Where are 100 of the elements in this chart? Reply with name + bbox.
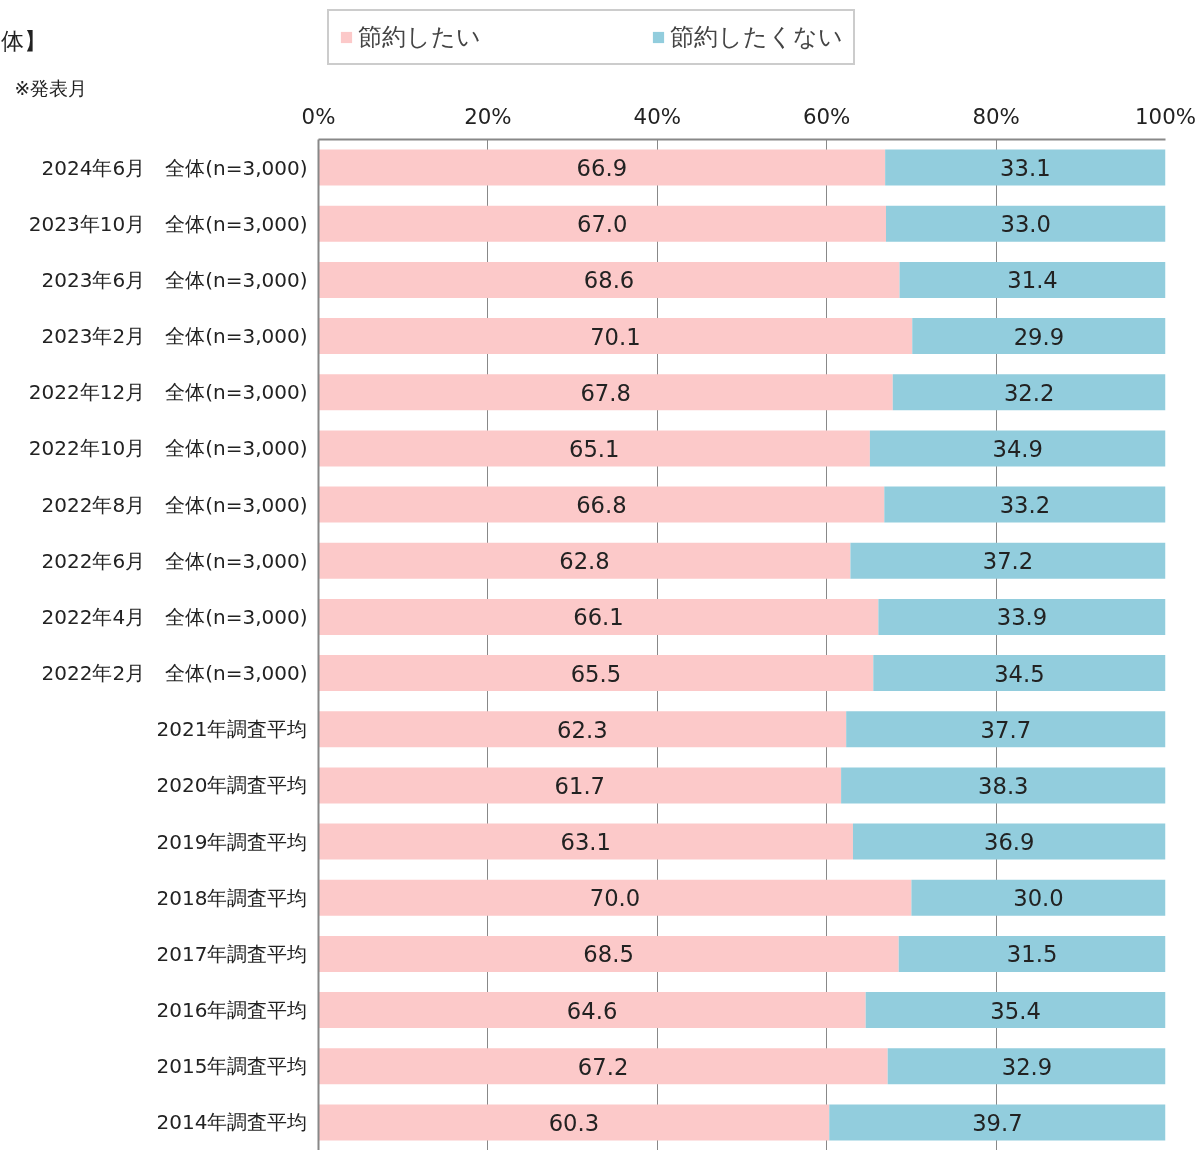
y-tick-label: 2023年2月 全体(n=3,000) [41,324,308,349]
y-tick-label: 2015年調査平均 [156,1054,308,1079]
y-tick-label: 2023年10月 全体(n=3,000) [28,211,308,236]
bar [318,879,912,916]
x-tick-label: 80% [972,103,1020,129]
bar [318,767,842,804]
data-label: 31.5 [1006,941,1058,968]
bar [318,935,899,972]
data-label: 33.9 [996,604,1048,631]
text: ※発表月 [14,78,88,99]
data-label: 61.7 [554,772,606,799]
data-label: 68.6 [583,267,635,294]
y-tick-label: 2022年12月 全体(n=3,000) [28,380,308,405]
data-label: 68.5 [583,941,634,968]
bar [318,261,900,298]
data-label: 38.3 [978,772,1029,799]
legend-label: 節約したい [358,22,481,53]
y-tick-label: 2016年調査平均 [156,998,308,1023]
bar [912,318,1166,355]
data-label: 31.4 [1007,267,1058,294]
bar [318,1104,830,1141]
bar [869,430,1166,467]
data-label: 63.1 [560,829,611,856]
bar [873,655,1166,692]
data-label: 33.0 [1000,211,1051,238]
bar [318,542,851,579]
bar [885,149,1166,186]
y-tick-label: 2019年調査平均 [156,829,308,854]
bar [318,655,874,692]
data-label: 34.9 [992,435,1043,462]
data-label: 66.1 [573,604,624,631]
x-tick-label: 60% [803,103,851,129]
bar [885,205,1166,242]
data-label: 62.8 [559,548,610,575]
bar [878,598,1166,635]
y-tick-label: 2014年調査平均 [156,1110,308,1135]
data-label: 33.2 [999,492,1051,519]
data-label: 34.5 [994,660,1045,687]
data-label: 32.9 [1001,1053,1053,1080]
text: 体】 [0,27,47,54]
bar [318,318,913,355]
data-label: 37.7 [980,716,1032,743]
data-label: 67.8 [580,379,631,406]
bar [318,149,886,186]
bar [899,261,1166,298]
data-label: 39.7 [972,1109,1023,1136]
data-label: 29.9 [1013,323,1065,350]
y-tick-label: 2022年4月 全体(n=3,000) [41,604,308,629]
x-tick-label: 0% [301,103,336,129]
bar [318,430,870,467]
bar [829,1104,1166,1141]
data-label: 66.9 [576,155,628,182]
bar [841,767,1166,804]
data-label: 70.1 [590,323,641,350]
data-label: 67.2 [577,1053,629,1080]
bar [318,486,885,523]
data-label: 64.6 [566,997,618,1024]
bar [318,598,879,635]
data-label: 66.8 [576,492,627,519]
data-label: 65.5 [570,660,622,687]
bar [884,486,1166,523]
y-tick-label: 2017年調査平均 [156,941,308,966]
data-label: 30.0 [1013,885,1064,912]
x-tick-label: 20% [464,103,512,129]
bar [318,374,893,411]
y-tick-label: 2024年6月 全体(n=3,000) [41,155,308,180]
y-tick-label: 2022年8月 全体(n=3,000) [41,492,308,517]
bar [318,823,853,860]
y-tick-label: 2020年調査平均 [156,773,308,798]
data-label: 70.0 [589,885,641,912]
bar [898,935,1166,972]
bar [887,1048,1166,1085]
bar [318,711,847,748]
y-tick-label: 2023年6月 全体(n=3,000) [41,267,308,292]
x-tick-label: 100% [1135,103,1196,129]
data-label: 37.2 [982,548,1034,575]
y-tick-label: 2021年調査平均 [156,717,308,742]
legend-label: 節約したくない [670,22,843,53]
data-label: 35.4 [990,997,1041,1024]
data-label: 67.0 [577,211,628,238]
bar [911,879,1166,916]
data-label: 60.3 [548,1109,600,1136]
data-label: 62.3 [557,716,608,743]
bar [318,992,866,1029]
data-label: 36.9 [984,829,1035,856]
y-tick-label: 2022年10月 全体(n=3,000) [28,436,308,461]
data-label: 65.1 [568,435,620,462]
bar [852,823,1166,860]
bar [865,992,1166,1029]
bar [892,374,1166,411]
bar [846,711,1166,748]
x-tick-label: 40% [633,103,681,129]
bar [318,205,886,242]
data-label: 33.1 [1000,155,1051,182]
bar [318,1048,888,1085]
y-tick-label: 2022年2月 全体(n=3,000) [41,661,308,686]
y-tick-label: 2018年調査平均 [156,885,308,910]
data-label: 32.2 [1003,379,1055,406]
y-tick-label: 2022年6月 全体(n=3,000) [41,548,308,573]
bar [850,542,1166,579]
